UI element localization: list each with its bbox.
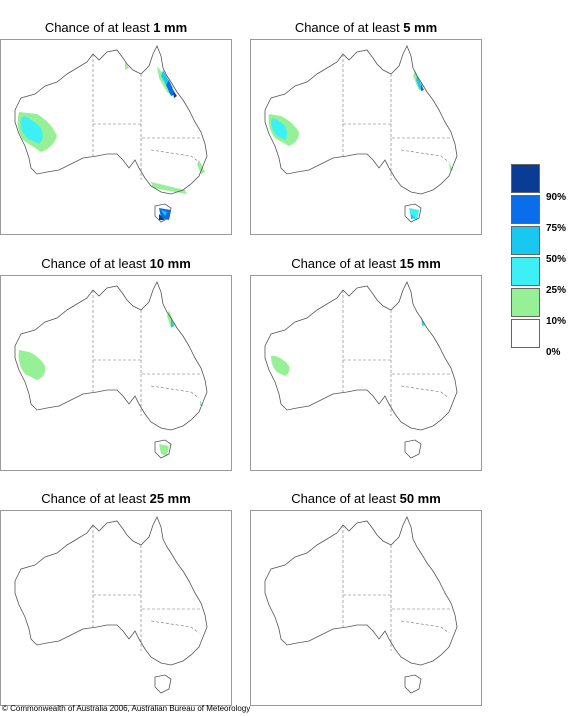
panel-title: Chance of at least 5 mm	[294, 20, 438, 35]
australia-map	[250, 275, 482, 471]
australia-map	[0, 275, 232, 471]
legend-swatch-10-25	[511, 288, 540, 317]
map-panel-50mm: Chance of at least 50 mm	[250, 488, 482, 706]
legend-swatch-0-10	[511, 319, 540, 348]
legend-swatch-75-90	[511, 195, 540, 224]
legend-swatch-90-100	[511, 164, 540, 193]
legend-label-0: 0%	[546, 347, 561, 358]
copyright-notice: © Commonwealth of Australia 2006, Austra…	[2, 704, 251, 713]
panel-title: Chance of at least 10 mm	[41, 256, 191, 271]
australia-map	[250, 510, 482, 706]
australia-map	[0, 510, 232, 706]
map-panel-1mm: Chance of at least 1 mm	[0, 17, 232, 235]
legend-label-25: 25%	[546, 285, 567, 296]
panel-title: Chance of at least 25 mm	[41, 491, 191, 506]
legend-swatch-50-75	[511, 226, 540, 255]
map-panel-10mm: Chance of at least 10 mm	[0, 253, 232, 471]
map-panel-25mm: Chance of at least 25 mm	[0, 488, 232, 706]
panel-title: Chance of at least 1 mm	[44, 20, 188, 35]
australia-map	[250, 39, 482, 235]
legend-label-90: 90%	[546, 192, 567, 203]
legend-label-75: 75%	[546, 223, 567, 234]
map-panel-15mm: Chance of at least 15 mm	[250, 253, 482, 471]
panel-title: Chance of at least 50 mm	[291, 491, 441, 506]
australia-map	[0, 39, 232, 235]
legend-swatch-25-50	[511, 257, 540, 286]
legend-label-10: 10%	[546, 316, 567, 327]
panel-title: Chance of at least 15 mm	[291, 256, 441, 271]
legend-label-50: 50%	[546, 254, 567, 265]
map-panel-5mm: Chance of at least 5 mm	[250, 17, 482, 235]
